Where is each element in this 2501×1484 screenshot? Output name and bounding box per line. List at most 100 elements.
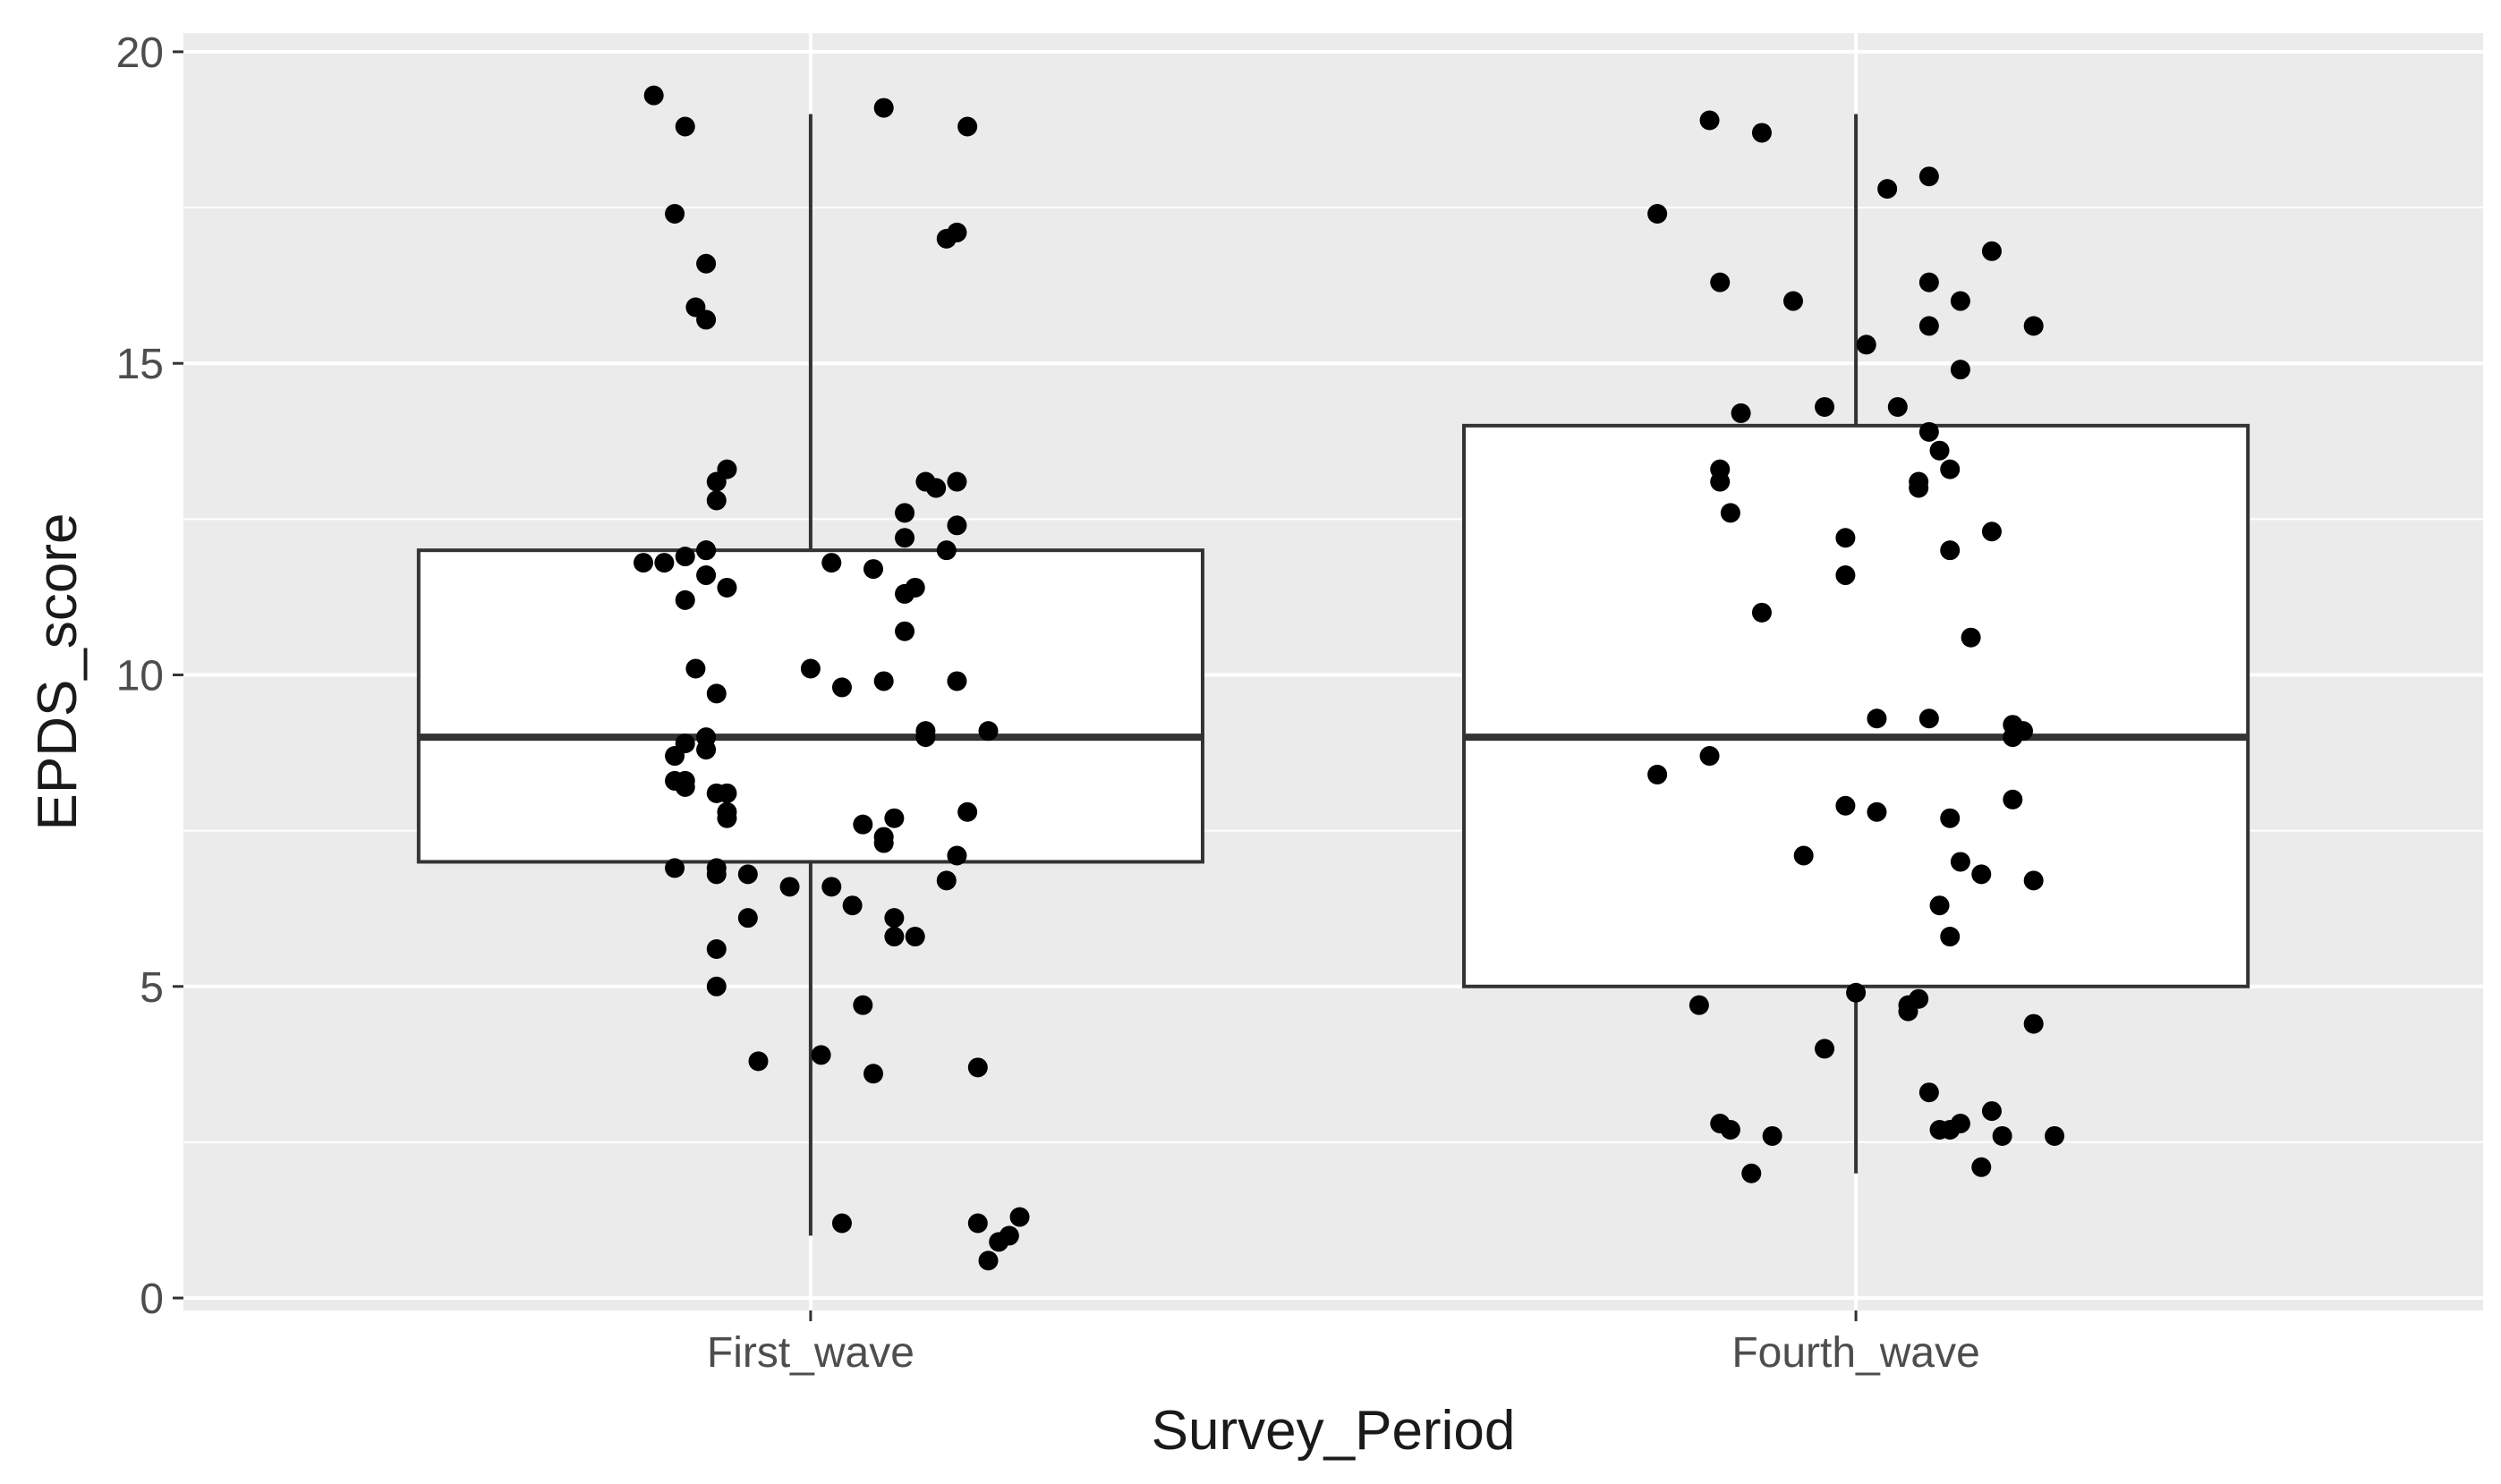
data-point xyxy=(831,677,852,698)
data-point xyxy=(2045,1125,2065,1146)
data-point xyxy=(895,528,915,548)
data-point xyxy=(706,976,727,996)
data-point xyxy=(1918,272,1939,293)
data-point xyxy=(1009,1207,1030,1227)
data-point xyxy=(853,995,873,1015)
data-point xyxy=(2003,727,2023,748)
data-point xyxy=(1887,396,1908,417)
data-point xyxy=(1918,166,1939,187)
data-point xyxy=(821,553,842,573)
data-point xyxy=(1909,988,1929,1009)
data-point xyxy=(675,589,695,610)
data-point xyxy=(978,721,999,742)
data-point xyxy=(1981,1101,2002,1122)
data-point xyxy=(1647,204,1668,225)
data-point xyxy=(863,559,883,580)
data-point xyxy=(1835,528,1856,548)
data-point xyxy=(1867,801,1887,822)
data-point xyxy=(2023,316,2044,336)
data-point xyxy=(1950,291,1970,311)
y-tick-label: 5 xyxy=(140,964,164,1012)
data-point xyxy=(967,1213,988,1234)
data-point xyxy=(665,204,685,225)
data-point xyxy=(706,938,727,959)
data-point xyxy=(706,471,727,492)
data-point xyxy=(748,1051,769,1072)
data-point xyxy=(696,740,717,760)
data-point xyxy=(654,553,675,573)
data-point xyxy=(1710,471,1731,492)
data-point xyxy=(884,908,905,929)
data-point xyxy=(1918,1082,1939,1103)
data-point xyxy=(1877,179,1898,199)
data-point xyxy=(999,1225,1019,1246)
data-point xyxy=(1940,808,1961,828)
data-point xyxy=(696,310,717,330)
data-point xyxy=(1992,1125,2012,1146)
data-point xyxy=(936,870,957,891)
data-point xyxy=(1929,440,1950,461)
data-point xyxy=(1950,852,1970,872)
data-point xyxy=(706,490,727,511)
data-point xyxy=(1762,1125,1782,1146)
data-point xyxy=(800,658,821,679)
data-point xyxy=(873,671,894,691)
data-point xyxy=(884,808,905,828)
data-point xyxy=(957,801,978,822)
data-point xyxy=(853,814,873,835)
data-point xyxy=(696,253,717,274)
data-point xyxy=(905,927,925,947)
data-point xyxy=(1918,316,1939,336)
data-point xyxy=(863,1064,883,1084)
data-point xyxy=(2023,1013,2044,1034)
data-point xyxy=(665,746,685,767)
data-point xyxy=(1793,845,1814,866)
data-point xyxy=(915,471,936,492)
box-Fourth_wave xyxy=(1462,114,2250,1174)
data-point xyxy=(873,98,894,118)
data-point xyxy=(1940,1119,1961,1140)
data-point xyxy=(1815,1039,1835,1059)
data-point xyxy=(737,864,758,885)
data-point xyxy=(1950,360,1970,380)
data-point xyxy=(1751,123,1772,143)
x-tick-label: First_wave xyxy=(707,1329,914,1377)
data-point xyxy=(2023,870,2044,891)
data-point xyxy=(936,540,957,561)
data-point xyxy=(675,776,695,797)
data-point xyxy=(1689,995,1709,1015)
data-point xyxy=(957,116,978,137)
y-axis-title: EPDS_score xyxy=(27,513,89,831)
data-point xyxy=(915,727,936,748)
data-point xyxy=(665,858,685,878)
data-point xyxy=(1981,522,2002,542)
data-point xyxy=(1918,708,1939,729)
data-point xyxy=(1929,895,1950,916)
data-point xyxy=(706,783,727,803)
data-point xyxy=(779,877,800,897)
data-point xyxy=(1940,927,1961,947)
x-axis-title: Survey_Period xyxy=(1152,1400,1516,1462)
data-point xyxy=(1710,272,1731,293)
data-point xyxy=(947,471,967,492)
y-tick-label: 20 xyxy=(116,30,164,77)
data-point xyxy=(1699,110,1720,131)
data-point xyxy=(2003,789,2023,810)
data-point xyxy=(634,553,653,573)
data-point xyxy=(947,515,967,536)
data-point xyxy=(1720,1119,1740,1140)
data-point xyxy=(717,808,737,828)
axis-layer: 0 5 10 15 20 First_wave Fourth_wave xyxy=(116,30,1980,1377)
data-point xyxy=(675,547,695,567)
data-point xyxy=(1835,565,1856,586)
data-point xyxy=(811,1045,831,1065)
data-point xyxy=(831,1213,852,1234)
y-tick-label: 0 xyxy=(140,1276,164,1323)
data-point xyxy=(895,503,915,523)
box-First_wave xyxy=(416,114,1204,1236)
data-point xyxy=(978,1251,999,1271)
data-point xyxy=(1971,864,1992,885)
data-point xyxy=(1961,627,1981,648)
data-point xyxy=(1751,602,1772,623)
